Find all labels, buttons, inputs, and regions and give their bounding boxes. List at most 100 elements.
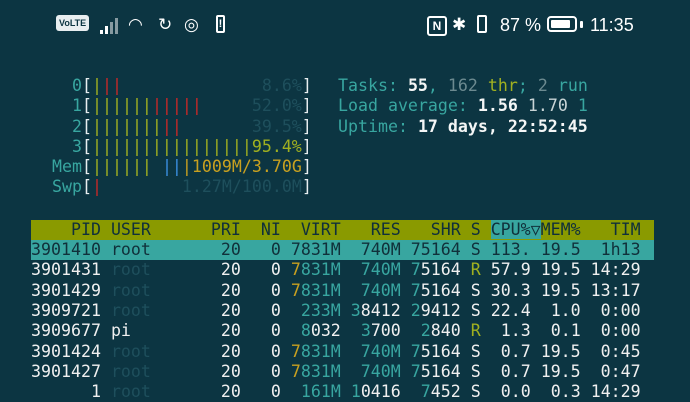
table-header[interactable]: PID USER PRI NI VIRT RES SHR S CPU%▽MEM%… <box>31 220 654 240</box>
column-s[interactable]: S <box>470 220 481 239</box>
user: pi <box>110 321 131 340</box>
process-row[interactable]: 3909721 root 20 0 233M 38412 29412 S 22.… <box>31 301 654 321</box>
sep <box>281 260 291 279</box>
column-cpu-pct[interactable]: CPU%▽ <box>490 220 541 239</box>
process-row[interactable]: 1 root 20 0 161M 10416 7452 S 0.0 0.3 14… <box>31 382 654 402</box>
user: root <box>110 362 151 381</box>
pad <box>531 342 541 361</box>
sep <box>401 321 411 340</box>
sep <box>281 382 291 401</box>
process-row[interactable]: 3901431 root 20 0 7831M 740M 75164 R 57.… <box>31 260 654 280</box>
pad <box>31 382 91 401</box>
sep <box>101 240 111 259</box>
process-row[interactable]: 3901429 root 20 0 7831M 740M 75164 S 30.… <box>31 281 654 301</box>
user: root <box>110 240 151 259</box>
pid: 1 <box>90 382 101 401</box>
column-res[interactable]: RES <box>350 220 401 239</box>
signal-icon <box>100 16 120 34</box>
bluetooth-icon: ✱ <box>452 15 467 34</box>
shr: 75164 <box>410 260 461 279</box>
pad <box>211 382 221 401</box>
cpu-meter-3-label: 3 <box>52 137 82 156</box>
user: root <box>110 342 151 361</box>
load-15: 1 <box>577 96 588 115</box>
sep <box>101 281 111 300</box>
column-mem-pct[interactable]: MEM% <box>540 220 581 239</box>
pid: 3901429 <box>31 281 101 300</box>
tasks-count: 55 <box>407 76 428 95</box>
shr: 75164 <box>410 342 461 361</box>
pad <box>481 281 491 300</box>
bracket: [ <box>81 76 92 95</box>
sep <box>281 362 291 381</box>
column-virt[interactable]: VIRT <box>290 220 341 239</box>
process-row[interactable]: 3901410 root 20 0 7831M 740M 75164 S 113… <box>31 240 654 260</box>
bracket: [ <box>81 177 92 196</box>
sep <box>101 321 111 340</box>
pid: 3909677 <box>31 321 101 340</box>
bracket: ] <box>301 117 312 136</box>
column-pri[interactable]: PRI <box>210 220 241 239</box>
app-icon: ◎ <box>184 15 199 34</box>
sep <box>341 301 351 320</box>
meter-value: 1009M/3.70G <box>191 157 302 176</box>
pad <box>241 342 271 361</box>
mem-pct: 19.5 <box>540 281 581 300</box>
pad <box>581 382 591 401</box>
column-tim[interactable]: TIM <box>590 220 641 239</box>
clock: 11:35 <box>590 14 634 35</box>
pad <box>481 240 491 259</box>
shr: 75164 <box>410 240 461 259</box>
virt: 7831M <box>290 260 341 279</box>
meter-bar: | <box>91 177 102 196</box>
process-row[interactable]: 3901427 root 20 0 7831M 740M 75164 S 0.7… <box>31 362 654 382</box>
state: S <box>470 382 481 401</box>
sep <box>101 382 111 401</box>
shr: 7452 <box>420 382 461 401</box>
pad <box>151 260 211 279</box>
column-shr[interactable]: SHR <box>410 220 461 239</box>
pad <box>481 301 491 320</box>
column-user[interactable]: USER <box>110 220 201 239</box>
meter-bar: |||||| <box>91 157 152 176</box>
mem-pct: 1.0 <box>550 301 581 320</box>
column-ni[interactable]: NI <box>250 220 281 239</box>
process-row[interactable]: 3909677 pi 20 0 8032 3700 2840 R 1.3 0.1… <box>31 321 654 341</box>
pad <box>151 342 211 361</box>
cpu-pct: 30.3 <box>490 281 531 300</box>
load-5: 1.70 <box>527 96 568 115</box>
pad <box>241 281 271 300</box>
time: 0:00 <box>600 321 641 340</box>
pad <box>531 382 551 401</box>
priority: 20 <box>220 362 241 381</box>
swp-meter-label: Swp <box>52 177 82 196</box>
sep <box>461 240 471 259</box>
res: 740M <box>360 281 401 300</box>
bracket: [ <box>81 117 92 136</box>
pad <box>202 96 252 115</box>
pad <box>411 321 421 340</box>
cpu-pct: 22.4 <box>490 301 531 320</box>
bracket: ] <box>301 96 312 115</box>
time: 1h13 <box>600 240 641 259</box>
state: S <box>470 342 481 361</box>
cpu-meter-3: 3[||||||||||||||||95.4%] <box>52 137 312 157</box>
pad <box>481 260 491 279</box>
cpu-pct: 0.0 <box>500 382 531 401</box>
column-pid[interactable]: PID <box>31 220 101 239</box>
volte-icon: VoLTE <box>56 15 90 31</box>
bracket: [ <box>81 137 92 156</box>
pad <box>581 240 601 259</box>
pid: 3901410 <box>31 240 101 259</box>
sep <box>281 240 291 259</box>
virt: 7831M <box>290 281 341 300</box>
sep <box>401 220 411 239</box>
cpu-pct: 0.7 <box>500 362 531 381</box>
pad <box>211 321 221 340</box>
sep <box>401 382 411 401</box>
pad <box>211 362 221 381</box>
state: R <box>470 260 481 279</box>
nice: 0 <box>270 260 281 279</box>
process-row[interactable]: 3901424 root 20 0 7831M 740M 75164 S 0.7… <box>31 342 654 362</box>
time: 14:29 <box>590 382 641 401</box>
